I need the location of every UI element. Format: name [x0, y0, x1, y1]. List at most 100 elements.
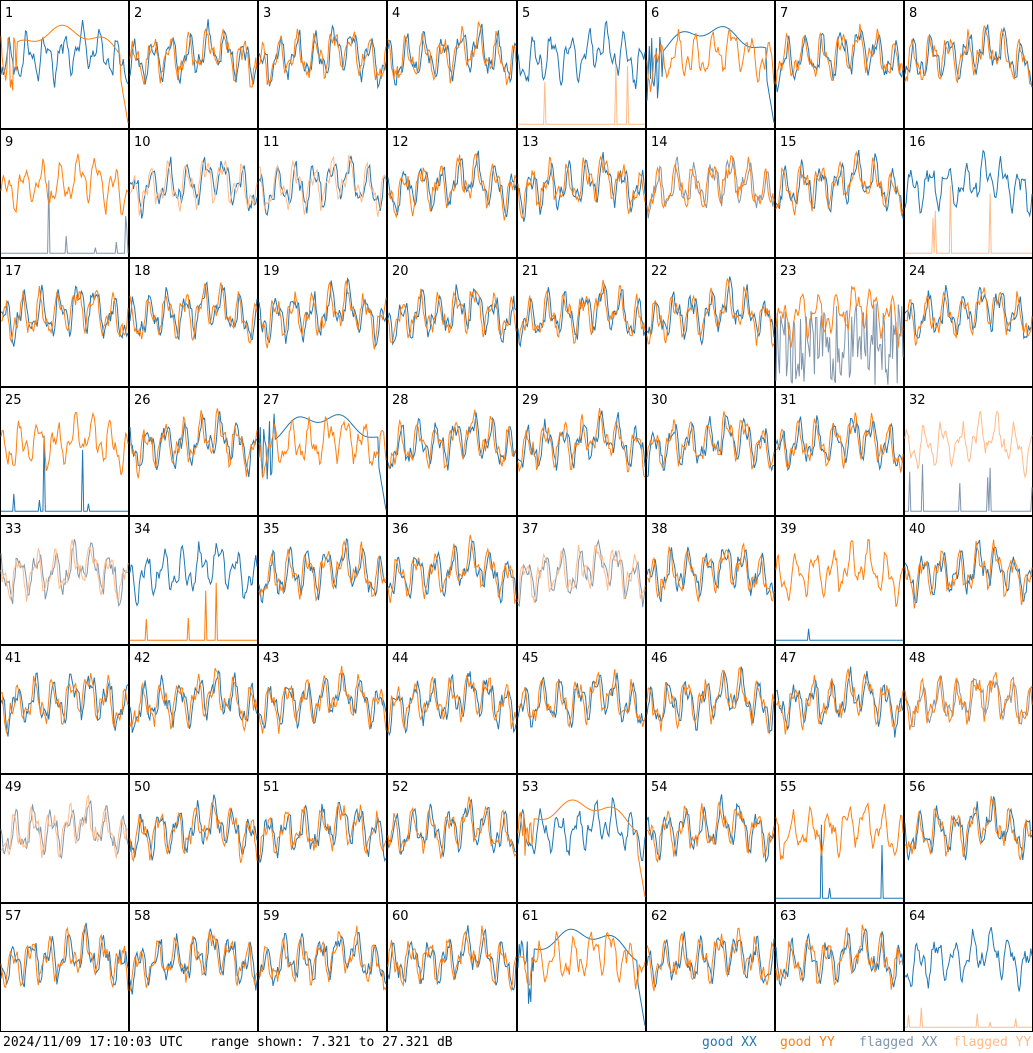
panel-17: 17 [0, 258, 129, 387]
panel-33: 33 [0, 516, 129, 645]
legend-good-yy: good YY [780, 1035, 835, 1050]
panel-label: 6 [651, 6, 659, 21]
yy-trace [0, 673, 129, 734]
yy-trace [646, 155, 775, 213]
timestamp: 2024/11/09 17:10:03 UTC [3, 1035, 184, 1050]
yy-trace [775, 286, 904, 348]
xx-trace [904, 926, 1033, 992]
panel-label: 27 [263, 393, 280, 408]
panel-38: 38 [646, 516, 775, 645]
xx-trace [646, 26, 775, 123]
xx-trace [258, 931, 387, 987]
yy-trace [0, 24, 129, 123]
panel-label: 48 [909, 651, 926, 666]
panel-label: 57 [5, 909, 22, 924]
xx-trace [646, 546, 775, 603]
panel-label: 42 [134, 651, 151, 666]
xx-trace [517, 20, 646, 89]
panel-40: 40 [904, 516, 1033, 645]
panel-62: 62 [646, 903, 775, 1032]
yy-trace [387, 674, 517, 733]
yy-trace [646, 542, 775, 602]
panel-14: 14 [646, 129, 775, 258]
panel-label: 45 [522, 651, 539, 666]
yy-trace [517, 669, 646, 729]
yy-trace [129, 667, 258, 733]
yy-trace [904, 796, 1033, 861]
panel-frame [904, 129, 1033, 258]
panel-label: 53 [522, 780, 539, 795]
panel-label: 56 [909, 780, 926, 795]
panel-frame [258, 0, 387, 129]
panel-label: 10 [134, 135, 151, 150]
yy-trace [646, 278, 775, 348]
panel-label: 19 [263, 264, 280, 279]
yy-trace [775, 801, 904, 860]
panel-48: 48 [904, 645, 1033, 774]
yy-trace [0, 153, 129, 216]
panel-23: 23 [775, 258, 904, 387]
xx-trace [258, 538, 387, 604]
xx-trace [1, 435, 128, 512]
panel-label: 64 [909, 909, 926, 924]
xx-trace [646, 931, 775, 989]
panel-frame [258, 645, 387, 774]
panel-frame [517, 129, 646, 258]
panel-1: 1 [0, 0, 129, 129]
panel-label: 9 [5, 135, 13, 150]
panel-label: 34 [134, 522, 151, 537]
xx-trace [776, 824, 903, 899]
panel-label: 46 [651, 651, 668, 666]
panel-label: 35 [263, 522, 280, 537]
panel-label: 55 [780, 780, 797, 795]
panel-frame [387, 129, 517, 258]
yy-trace [0, 794, 129, 859]
yy-trace [775, 23, 904, 85]
xx-trace [0, 922, 129, 988]
xx-trace [0, 800, 129, 860]
panel-9: 9 [0, 129, 129, 258]
yy-trace [129, 931, 258, 992]
panel-5: 5 [517, 0, 646, 129]
panel-frame [517, 258, 646, 387]
yy-trace [775, 150, 904, 216]
legend-good-xx: good XX [702, 1035, 757, 1050]
panel-label: 18 [134, 264, 151, 279]
panel-label: 36 [392, 522, 409, 537]
panel-8: 8 [904, 0, 1033, 129]
panel-2: 2 [129, 0, 258, 129]
panel-32: 32 [904, 387, 1033, 516]
panel-frame [646, 0, 775, 129]
panel-13: 13 [517, 129, 646, 258]
panel-label: 20 [392, 264, 409, 279]
panel-4: 4 [387, 0, 517, 129]
yy-trace [129, 282, 258, 344]
panel-46: 46 [646, 645, 775, 774]
yy-trace [387, 534, 517, 604]
panel-frame [258, 129, 387, 258]
panel-39: 39 [775, 516, 904, 645]
panel-label: 43 [263, 651, 280, 666]
xx-trace [129, 411, 258, 478]
panel-label: 41 [5, 651, 22, 666]
xx-trace [1, 180, 129, 254]
panel-label: 60 [392, 909, 409, 924]
panel-label: 24 [909, 264, 926, 279]
yy-trace [130, 582, 257, 641]
panel-frame [258, 387, 387, 516]
yy-trace [646, 801, 775, 864]
xx-trace [646, 156, 775, 219]
panel-59: 59 [258, 903, 387, 1032]
yy-trace [775, 924, 904, 990]
panel-label: 62 [651, 909, 668, 924]
range-text: range shown: 7.321 to 27.321 dB [210, 1035, 453, 1050]
xx-trace [646, 665, 775, 735]
yy-trace [775, 668, 904, 735]
xx-trace [775, 149, 904, 219]
panel-frame [904, 516, 1033, 645]
xx-trace [129, 19, 258, 86]
yy-trace [258, 925, 387, 991]
yy-trace [0, 539, 129, 602]
yy-trace [258, 280, 387, 350]
